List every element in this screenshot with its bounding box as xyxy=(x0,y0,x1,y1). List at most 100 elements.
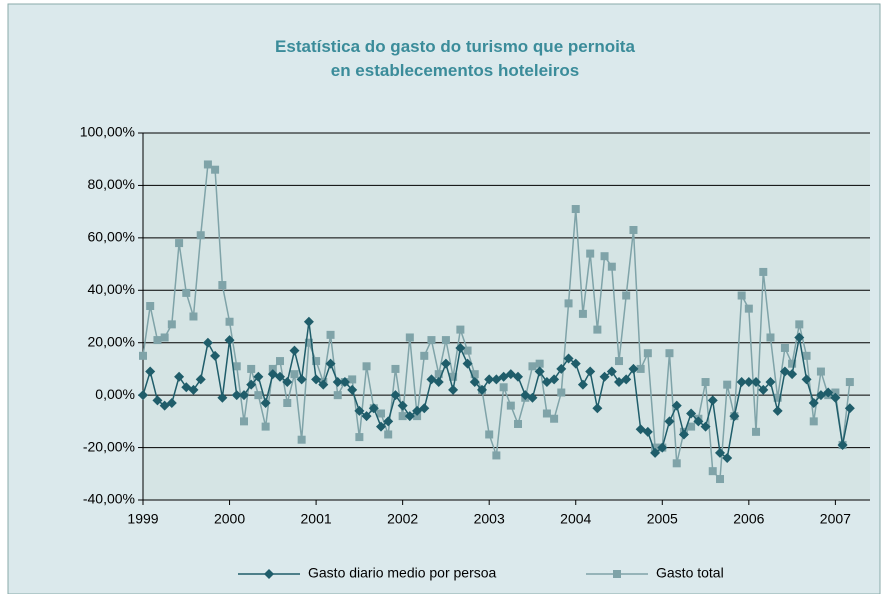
data-point xyxy=(405,333,414,342)
data-point xyxy=(844,403,855,414)
x-tick-label: 1999 xyxy=(127,511,158,527)
title-line: Estatística do gasto do turismo que pern… xyxy=(275,37,635,56)
data-point xyxy=(636,364,645,373)
data-point xyxy=(622,291,631,300)
data-point xyxy=(362,362,371,371)
data-point xyxy=(845,378,854,387)
data-point xyxy=(384,430,393,439)
data-point xyxy=(722,453,733,464)
data-point xyxy=(571,205,580,214)
data-point xyxy=(261,422,270,431)
data-point xyxy=(802,351,811,360)
data-point xyxy=(138,390,148,401)
data-point xyxy=(744,304,753,313)
data-point xyxy=(736,377,747,388)
data-point xyxy=(606,366,617,377)
data-point xyxy=(348,375,357,384)
data-point xyxy=(701,378,710,387)
data-point xyxy=(326,330,335,339)
data-point xyxy=(578,309,587,318)
data-point xyxy=(160,333,169,342)
data-point xyxy=(788,359,797,368)
data-point xyxy=(642,426,653,437)
data-point xyxy=(398,412,407,421)
data-point xyxy=(282,377,293,388)
data-point xyxy=(809,417,818,426)
y-tick-label: 60,00% xyxy=(88,229,135,245)
data-point xyxy=(665,349,674,358)
data-point xyxy=(152,395,163,406)
data-point xyxy=(780,343,789,352)
data-point xyxy=(556,363,567,374)
data-point xyxy=(743,377,754,388)
data-point xyxy=(628,363,639,374)
data-point xyxy=(290,370,299,379)
data-point xyxy=(210,350,221,361)
data-point xyxy=(816,367,825,376)
data-point xyxy=(433,377,444,388)
data-point xyxy=(469,377,480,388)
data-point xyxy=(239,390,250,401)
data-point xyxy=(296,374,307,385)
data-point xyxy=(801,374,812,385)
data-point xyxy=(427,336,436,345)
data-point xyxy=(477,384,488,395)
data-point xyxy=(339,377,350,388)
data-point xyxy=(211,165,220,174)
data-point xyxy=(289,345,300,356)
data-point xyxy=(455,342,466,353)
legend-label: Gasto diario medio por persoa xyxy=(308,565,497,581)
data-point xyxy=(534,366,545,377)
data-point xyxy=(485,430,494,439)
data-point xyxy=(391,364,400,373)
legend-label: Gasto total xyxy=(656,565,724,581)
data-point xyxy=(514,419,523,428)
data-point xyxy=(462,358,473,369)
data-point xyxy=(557,388,566,397)
data-point xyxy=(837,439,848,450)
data-point xyxy=(506,401,515,410)
y-tick-label: 0,00% xyxy=(95,386,135,402)
data-point xyxy=(397,400,408,411)
data-point xyxy=(231,390,242,401)
data-point xyxy=(376,421,387,432)
data-point xyxy=(795,320,804,329)
data-point xyxy=(708,467,717,476)
data-point xyxy=(759,267,768,276)
data-point xyxy=(723,380,732,389)
data-point xyxy=(145,366,156,377)
data-point xyxy=(195,374,206,385)
data-point xyxy=(390,390,401,401)
data-point xyxy=(830,392,841,403)
data-point xyxy=(456,325,465,334)
data-point xyxy=(664,416,675,427)
data-point xyxy=(513,371,524,382)
data-point xyxy=(434,370,443,379)
x-tick-label: 2003 xyxy=(474,511,505,527)
data-point xyxy=(752,427,761,436)
data-point xyxy=(419,403,430,414)
data-point xyxy=(535,359,544,368)
data-point xyxy=(361,411,372,422)
x-tick-label: 2001 xyxy=(301,511,332,527)
data-point xyxy=(549,374,560,385)
data-point xyxy=(189,312,198,321)
data-point xyxy=(420,351,429,360)
data-point xyxy=(499,383,508,392)
legend-marker xyxy=(264,569,274,579)
data-point xyxy=(607,262,616,271)
data-point xyxy=(153,336,162,345)
data-point xyxy=(182,288,191,297)
data-point xyxy=(823,387,834,398)
data-point xyxy=(383,416,394,427)
data-point xyxy=(772,405,783,416)
y-tick-label: 100,00% xyxy=(80,124,135,140)
data-point xyxy=(715,447,726,458)
data-point xyxy=(449,372,458,381)
y-tick-label: 80,00% xyxy=(88,176,135,192)
data-point xyxy=(368,403,379,414)
x-tick-label: 2005 xyxy=(647,511,678,527)
data-point xyxy=(729,411,740,422)
data-point xyxy=(831,388,840,397)
